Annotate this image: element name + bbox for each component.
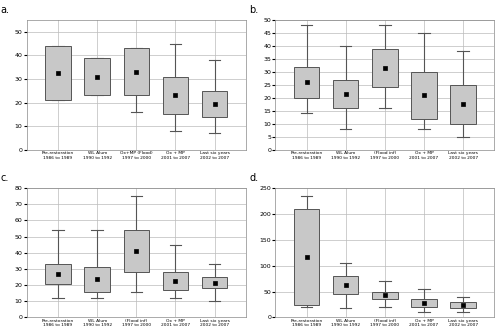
Bar — [124, 48, 149, 96]
Bar — [202, 277, 227, 288]
Bar — [412, 299, 436, 307]
Bar — [372, 292, 398, 299]
Text: b.: b. — [249, 5, 258, 15]
Text: c.: c. — [0, 173, 9, 183]
Bar — [84, 58, 110, 96]
Bar — [333, 80, 358, 108]
Bar — [202, 91, 227, 117]
Bar — [294, 67, 320, 98]
Bar — [294, 209, 320, 304]
Bar — [450, 85, 476, 124]
Bar — [372, 49, 398, 88]
Text: a.: a. — [0, 5, 10, 15]
Bar — [162, 77, 188, 114]
Bar — [162, 272, 188, 290]
Bar — [46, 46, 70, 100]
Bar — [333, 276, 358, 294]
Bar — [84, 267, 110, 292]
Bar — [450, 302, 476, 308]
Bar — [124, 230, 149, 272]
Text: d.: d. — [249, 173, 258, 183]
Bar — [412, 72, 436, 119]
Bar — [46, 264, 70, 283]
